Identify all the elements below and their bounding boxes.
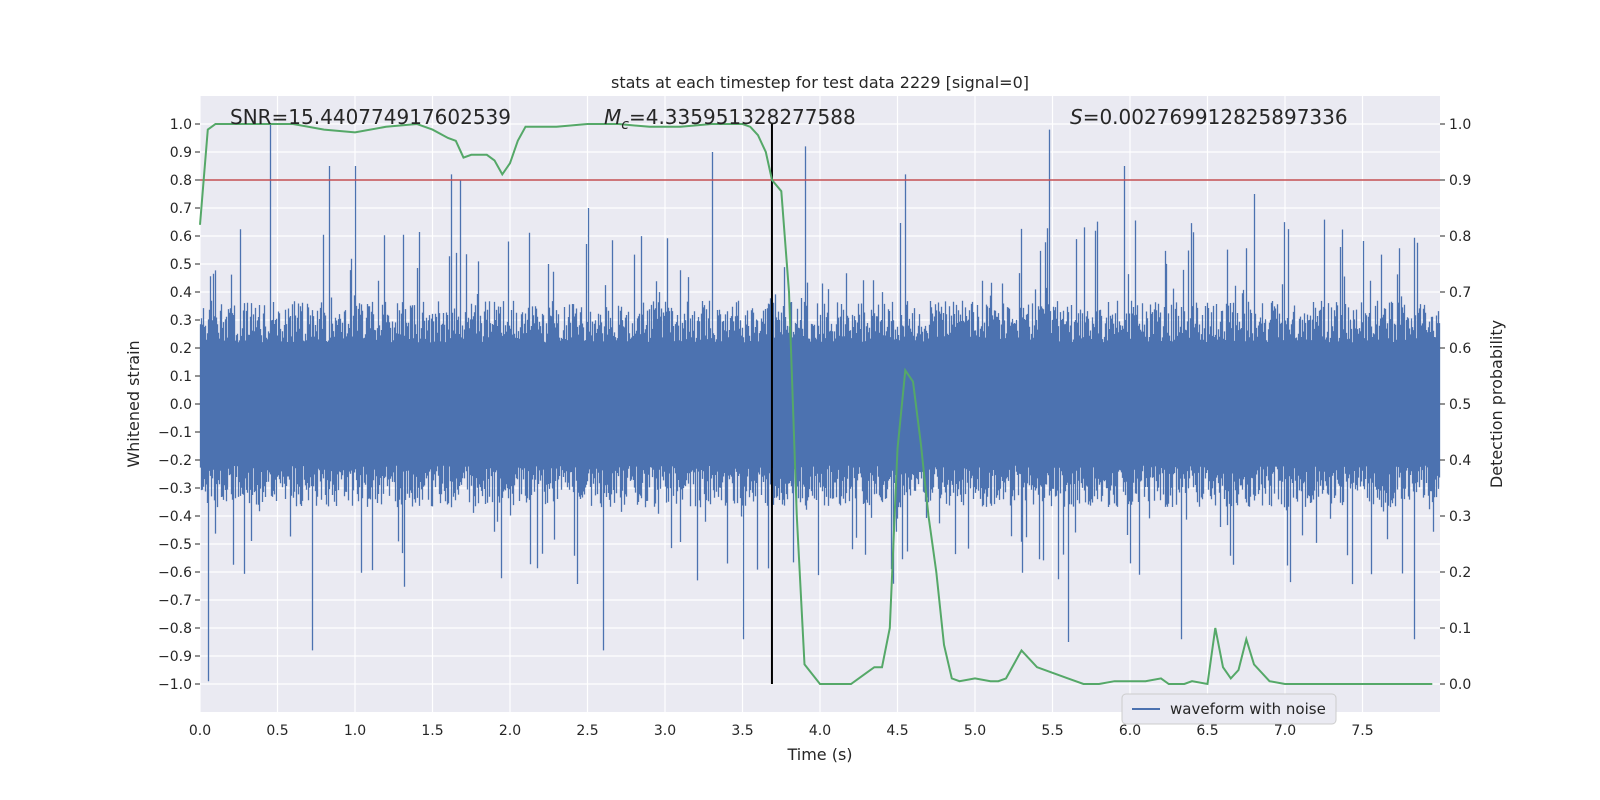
y-tick-label: 0.3 [170, 313, 192, 329]
y2-axis-label: Detection probability [1487, 320, 1506, 488]
y-tick-label: 0.6 [170, 229, 192, 245]
x-tick-label: 3.5 [731, 723, 753, 739]
y-tick-label: 0.4 [170, 285, 192, 301]
x-tick-label: 5.5 [1041, 723, 1063, 739]
y2-tick-label: 0.2 [1449, 565, 1471, 581]
y-tick-label: −0.5 [158, 537, 192, 553]
y-tick-label: 0.1 [170, 369, 192, 385]
x-tick-label: 2.0 [499, 723, 521, 739]
y-tick-label: −0.2 [158, 453, 192, 469]
s-annotation: S=0.002769912825897336 [1070, 105, 1348, 129]
x-tick-label: 1.0 [344, 723, 366, 739]
s-value: =0.002769912825897336 [1083, 105, 1348, 129]
y-tick-label: 0.0 [170, 397, 192, 413]
y2-tick-label: 1.0 [1449, 117, 1471, 133]
legend: waveform with noise [1121, 693, 1337, 725]
legend-label: waveform with noise [1170, 700, 1326, 718]
x-axis-ticks: 0.0 0.5 1.0 1.5 2.0 2.5 3.0 3.5 4.0 4.5 5.0 5.5 6.0 6… [189, 723, 1374, 739]
y2-tick-label: 0.3 [1449, 509, 1471, 525]
y2-tick-label: 0.6 [1449, 341, 1471, 357]
x-tick-label: 0.0 [189, 723, 211, 739]
y2-tick-label: 0.4 [1449, 453, 1471, 469]
y2-tick-label: 0.9 [1449, 173, 1471, 189]
x-tick-label: 4.5 [886, 723, 908, 739]
y-tick-label: −1.0 [158, 677, 192, 693]
y-tick-label: −0.1 [158, 425, 192, 441]
x-tick-label: 4.0 [809, 723, 831, 739]
y-tick-label: 0.8 [170, 173, 192, 189]
s-symbol: S [1070, 105, 1083, 129]
chirp-mass-subscript: c [621, 117, 629, 133]
chirp-mass-annotation: Mc=4.335951328277588 [604, 105, 856, 133]
y-axis-label: Whitened strain [124, 340, 143, 467]
x-tick-label: 1.5 [421, 723, 443, 739]
y2-tick-label: 0.7 [1449, 285, 1471, 301]
y-tick-label: −0.9 [158, 649, 192, 665]
x-tick-label: 5.0 [964, 723, 986, 739]
y-tick-label: 0.2 [170, 341, 192, 357]
y-tick-label: 0.7 [170, 201, 192, 217]
chirp-mass-symbol: M [604, 105, 621, 129]
y-tick-label: −0.7 [158, 593, 192, 609]
y-tick-label: −0.8 [158, 621, 192, 637]
x-tick-label: 0.5 [266, 723, 288, 739]
x-tick-label: 6.5 [1196, 723, 1218, 739]
x-tick-label: 3.0 [654, 723, 676, 739]
x-tick-label: 2.5 [576, 723, 598, 739]
x-tick-label: 7.0 [1274, 723, 1296, 739]
snr-annotation: SNR=15.440774917602539 [230, 105, 511, 129]
x-axis-label: Time (s) [786, 745, 852, 764]
y-tick-label: 1.0 [170, 117, 192, 133]
y-tick-label: 0.9 [170, 145, 192, 161]
waveform-with-noise-series [199, 124, 1441, 682]
y2-tick-label: 0.5 [1449, 397, 1471, 413]
y-tick-label: −0.4 [158, 509, 192, 525]
y-tick-label: −0.6 [158, 565, 192, 581]
waveform-trace [199, 124, 1441, 682]
x-tick-label: 7.5 [1351, 723, 1373, 739]
chart-title: stats at each timestep for test data 222… [611, 73, 1029, 92]
y-tick-label: −0.3 [158, 481, 192, 497]
y2-tick-label: 0.0 [1449, 677, 1471, 693]
x-tick-label: 6.0 [1119, 723, 1141, 739]
chirp-mass-value: =4.335951328277588 [629, 105, 856, 129]
y2-tick-label: 0.1 [1449, 621, 1471, 637]
y2-axis-ticks: 1.0 0.9 0.8 0.7 0.6 0.5 0.4 0.3 0.2 0.1 0.0 [1440, 117, 1471, 693]
y2-tick-label: 0.8 [1449, 229, 1471, 245]
y-axis-ticks: 1.0 0.9 0.8 0.7 0.6 0.5 0.4 0.3 0.2 0.1 0.0 −0.1 −0.… [158, 117, 200, 693]
y-tick-label: 0.5 [170, 257, 192, 273]
legend-box [1121, 693, 1337, 725]
detection-probability-series [199, 122, 1433, 686]
